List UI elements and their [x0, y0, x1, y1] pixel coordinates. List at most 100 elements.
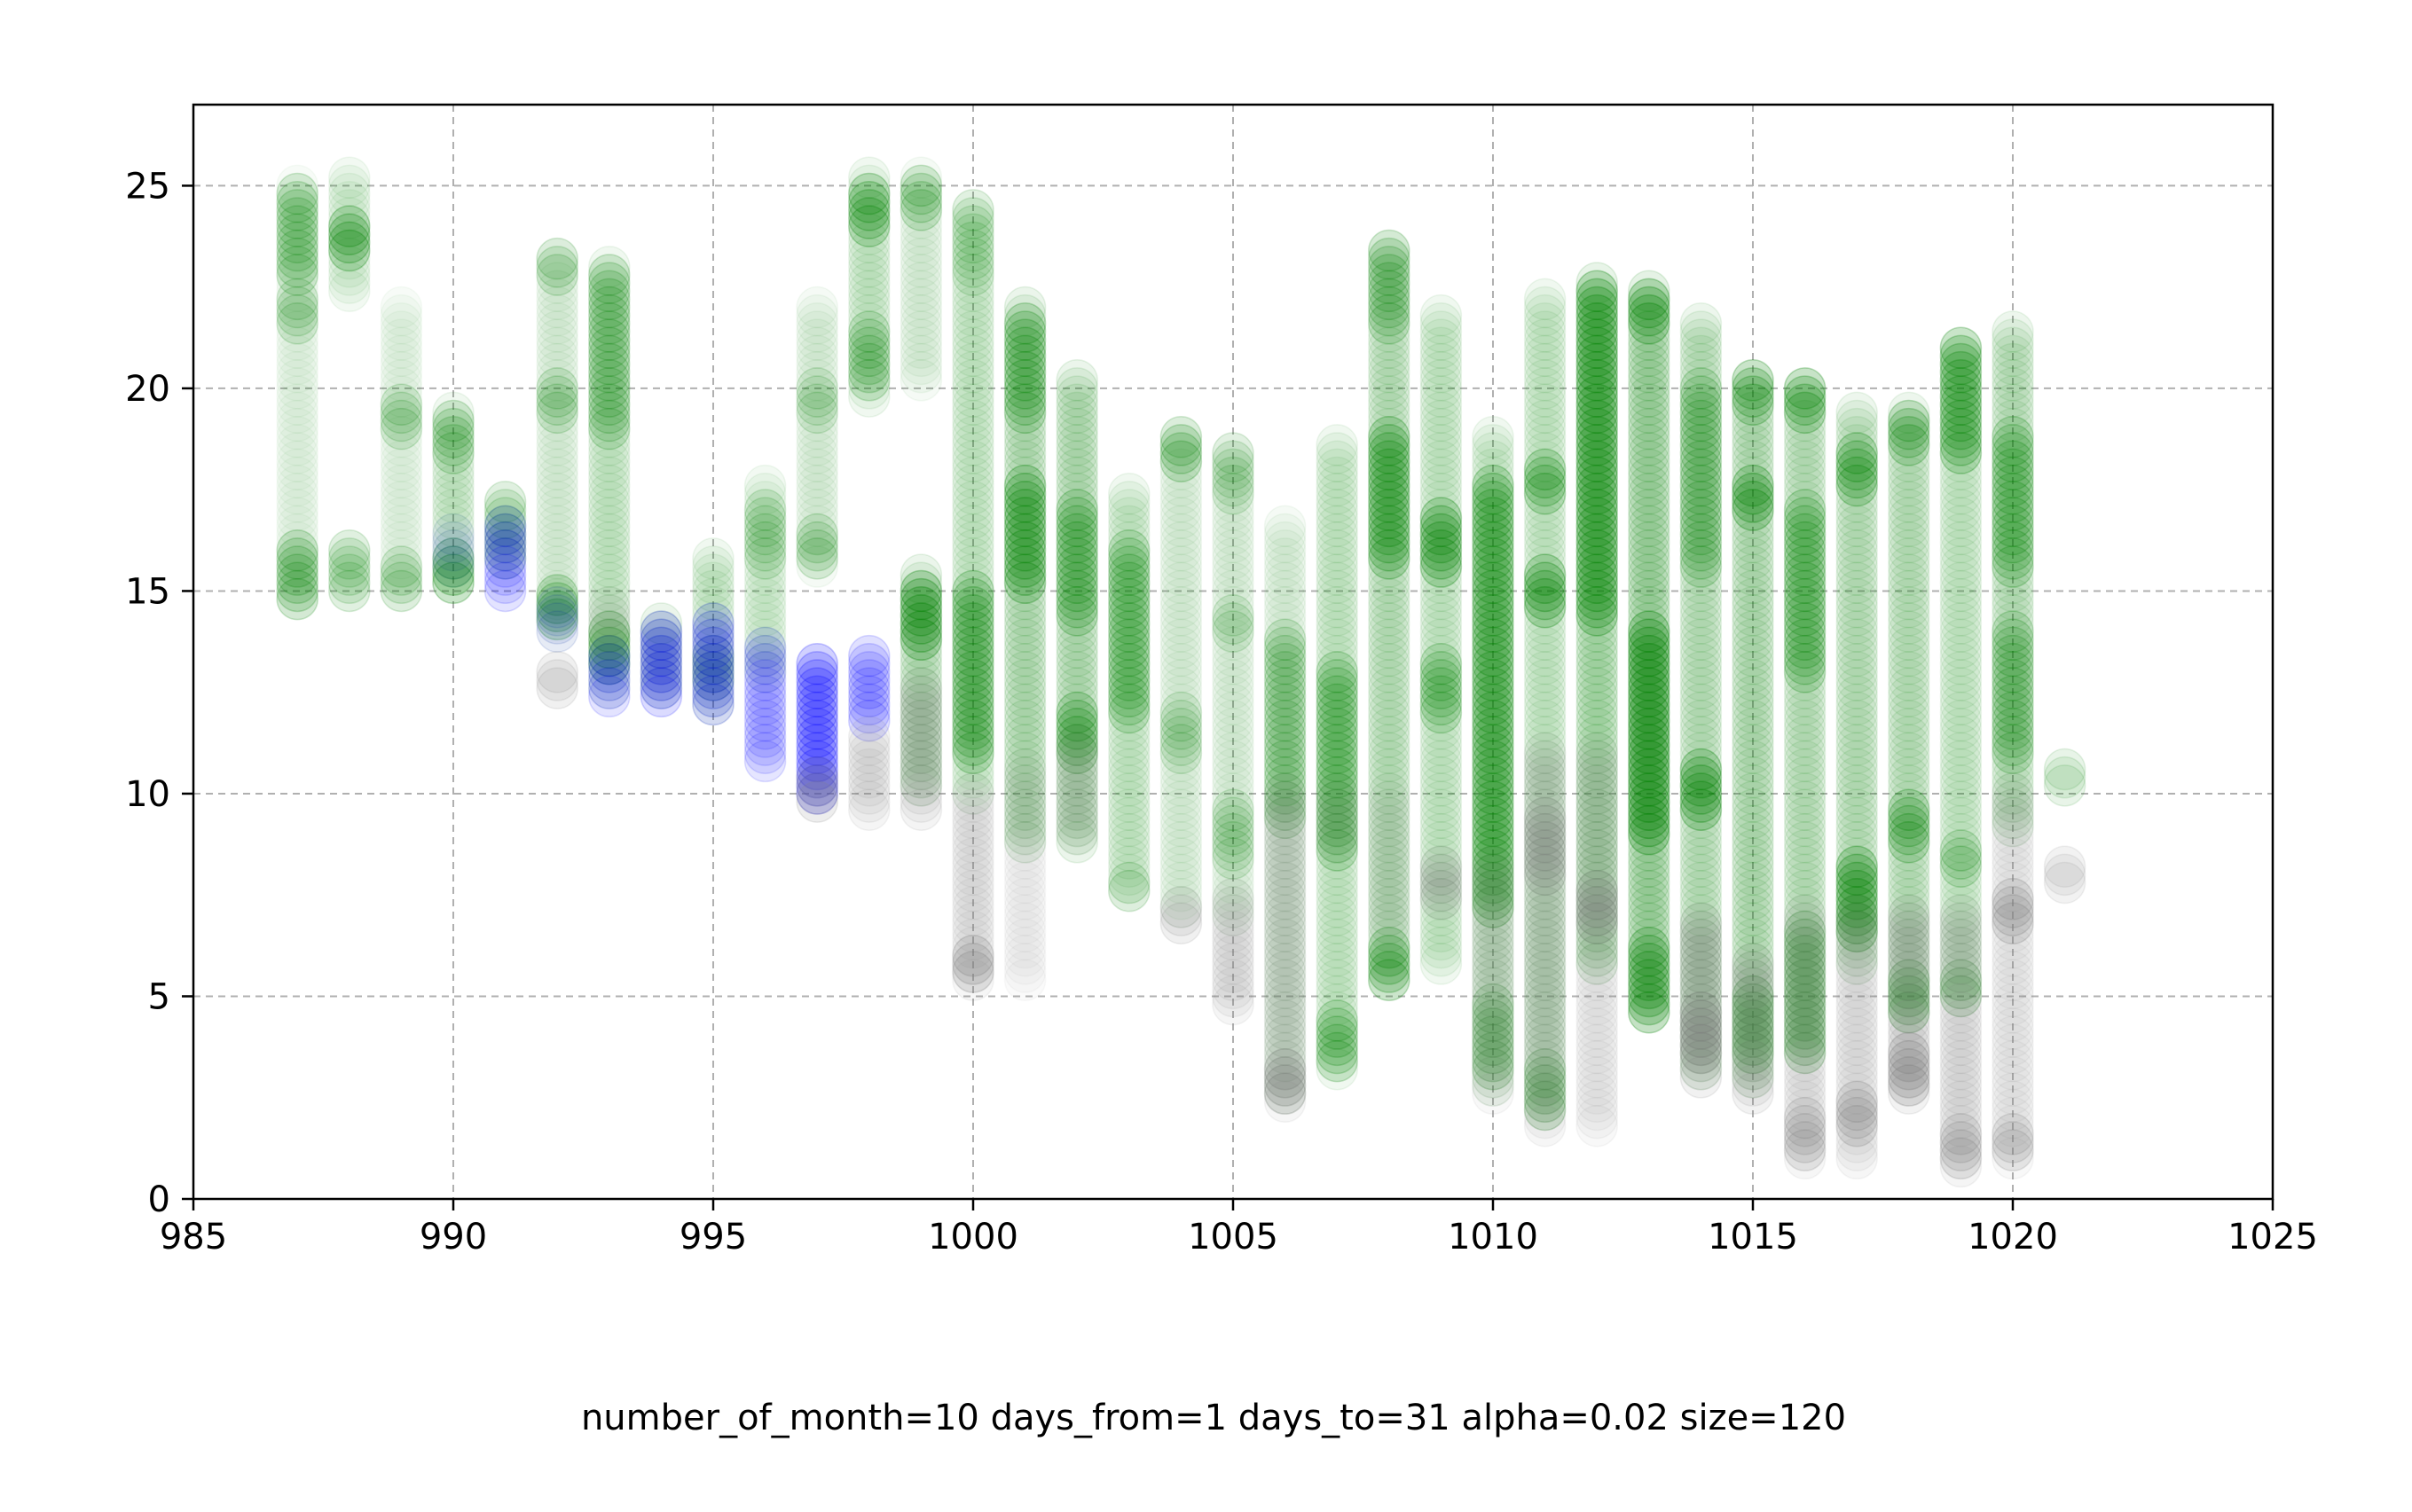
scatter-point — [900, 189, 943, 231]
scatter-point — [1212, 667, 1254, 709]
scatter-point — [796, 440, 838, 482]
scatter-point — [1212, 683, 1254, 726]
scatter-point — [1003, 804, 1047, 848]
scatter-point — [1419, 602, 1463, 645]
scatter-point — [1419, 326, 1463, 369]
scatter-point — [1159, 634, 1203, 678]
scatter-point — [1108, 796, 1151, 840]
scatter-point — [952, 732, 994, 775]
scatter-point — [900, 716, 943, 758]
scatter-point — [1056, 521, 1098, 564]
scatter-point — [1316, 448, 1358, 491]
scatter-point — [1108, 772, 1151, 815]
scatter-point — [952, 383, 994, 426]
scatter-point — [1368, 513, 1410, 556]
scatter-point — [1108, 651, 1151, 693]
scatter-point — [900, 246, 943, 288]
scatter-point — [900, 270, 943, 312]
scatter-point — [328, 246, 371, 288]
scatter-point — [1159, 878, 1203, 921]
scatter-point — [1003, 318, 1047, 361]
scatter-point — [1159, 716, 1203, 758]
scatter-point — [848, 318, 891, 361]
scatter-point — [1263, 959, 1307, 1001]
scatter-point — [1316, 1015, 1358, 1058]
scatter-point — [1108, 821, 1151, 864]
scatter-point — [952, 602, 994, 645]
scatter-point — [1056, 464, 1098, 507]
scatter-point — [1003, 699, 1047, 742]
scatter-point — [1212, 724, 1254, 766]
scatter-point — [1263, 521, 1307, 564]
scatter-point — [1003, 342, 1047, 386]
scatter-point — [1368, 796, 1410, 840]
scatter-point — [1212, 804, 1254, 848]
scatter-point — [900, 748, 943, 791]
scatter-point — [1056, 724, 1098, 766]
scatter-point — [900, 683, 943, 726]
scatter-point — [1316, 740, 1358, 783]
scatter-point — [1368, 829, 1410, 872]
scatter-point — [952, 740, 994, 783]
scatter-point — [1108, 861, 1151, 905]
scatter-point — [1003, 489, 1047, 531]
scatter-point — [1783, 1096, 1827, 1140]
scatter-point — [1212, 821, 1254, 864]
scatter-point — [588, 383, 631, 426]
scatter-point — [692, 594, 735, 637]
scatter-point — [483, 513, 527, 556]
scatter-point — [952, 489, 994, 531]
scatter-point — [1316, 780, 1358, 823]
scatter-point — [1419, 756, 1463, 799]
scatter-point — [588, 334, 631, 378]
scatter-point — [952, 440, 994, 482]
scatter-point — [1108, 861, 1151, 905]
scatter-point — [952, 213, 994, 256]
scatter-point — [588, 391, 631, 435]
scatter-point — [1368, 237, 1410, 280]
scatter-point — [1419, 569, 1463, 613]
scatter-point — [1263, 967, 1307, 1010]
scatter-point — [1108, 602, 1151, 645]
scatter-point — [1419, 416, 1463, 458]
scatter-point — [1108, 683, 1151, 726]
scatter-point — [1419, 537, 1463, 580]
scatter-point — [1316, 918, 1358, 961]
scatter-point — [1316, 796, 1358, 840]
scatter-point — [1419, 651, 1463, 693]
scatter-point — [1368, 951, 1410, 993]
scatter-point — [1783, 894, 1827, 936]
scatter-point — [588, 610, 631, 653]
scatter-point — [796, 383, 838, 426]
scatter-point — [1056, 497, 1098, 539]
scatter-point — [588, 310, 631, 353]
scatter-point — [1263, 1047, 1307, 1091]
scatter-point — [692, 553, 735, 596]
scatter-point — [1159, 626, 1203, 670]
scatter-point — [952, 262, 994, 304]
scatter-point — [1732, 359, 1774, 402]
scatter-point — [1159, 732, 1203, 775]
scatter-point — [1419, 424, 1463, 466]
scatter-point — [1368, 375, 1410, 418]
scatter-point — [692, 651, 735, 693]
scatter-point — [1159, 489, 1203, 531]
scatter-point — [1316, 756, 1358, 799]
scatter-point — [1368, 553, 1410, 596]
scatter-point — [1159, 708, 1203, 750]
scatter-point — [743, 634, 787, 678]
scatter-point — [1003, 594, 1047, 637]
scatter-point — [536, 367, 578, 410]
scatter-point — [1368, 246, 1410, 288]
scatter-point — [796, 302, 838, 345]
scatter-point — [1316, 1023, 1358, 1067]
scatter-point — [1263, 651, 1307, 693]
scatter-point — [796, 294, 838, 337]
scatter-point — [900, 286, 943, 329]
scatter-point — [1159, 869, 1203, 913]
scatter-point — [1472, 951, 1514, 993]
scatter-point — [432, 529, 475, 572]
scatter-point — [1316, 991, 1358, 1034]
scatter-point — [536, 481, 578, 523]
scatter-point — [1212, 513, 1254, 556]
